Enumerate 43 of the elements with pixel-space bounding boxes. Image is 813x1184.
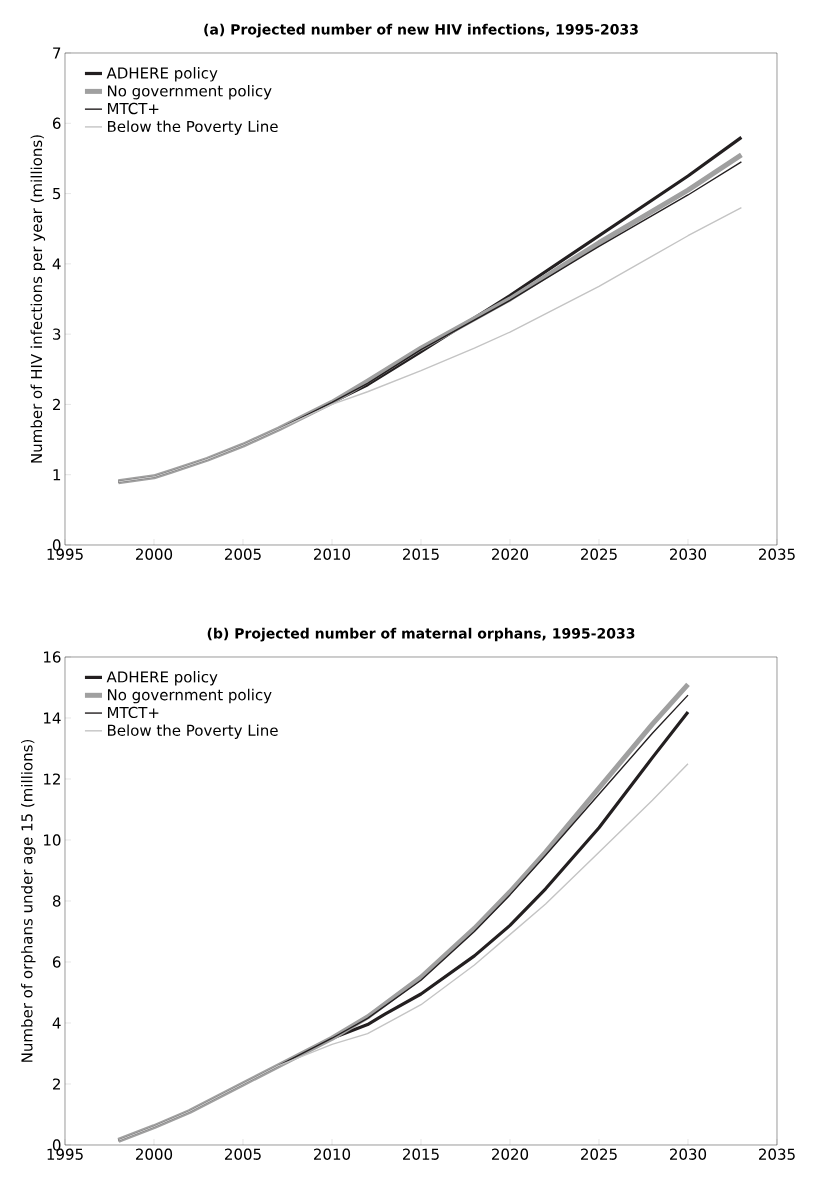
x-tick-label: 2005 (225, 548, 261, 560)
y-tick-label: 3 (53, 328, 61, 340)
y-tick-label: 14 (44, 712, 61, 724)
y-axis-title: Number of HIV infections per year (millions) (30, 135, 46, 463)
legend-label: ADHERE policy (106, 67, 218, 82)
legend-label: No government policy (107, 688, 272, 704)
x-tick-label: 2010 (314, 548, 351, 560)
legend-label: Below the Poverty Line (107, 724, 278, 739)
y-tick-label: 7 (53, 47, 61, 59)
x-tick-label: 2000 (136, 548, 173, 560)
y-tick-label: 6 (52, 956, 61, 968)
y-tick-label: 2 (53, 1078, 60, 1090)
y-tick-label: 5 (53, 188, 61, 200)
x-tick-label: 2025 (581, 548, 617, 560)
y-tick-label: 6 (52, 117, 61, 129)
y-tick-label: 1 (53, 469, 61, 481)
y-tick-label: 10 (44, 834, 61, 846)
x-tick-label: 2015 (403, 548, 439, 560)
y-tick-label: 12 (44, 773, 60, 785)
x-tick-label: 2030 (670, 1148, 707, 1160)
y-tick-label: 16 (44, 651, 61, 663)
legend-label: MTCT+ (107, 102, 159, 115)
x-tick-label: 2020 (492, 548, 529, 560)
y-tick-label: 2 (53, 398, 60, 410)
y-axis-title: Number of orphans under age 15 (millions) (21, 739, 36, 1062)
x-tick-label: 2020 (492, 1148, 529, 1160)
y-tick-label: 4 (52, 1017, 61, 1029)
x-tick-label: 2010 (314, 1148, 351, 1160)
x-tick-label: 2030 (670, 548, 707, 560)
legend-label: No government policy (107, 84, 272, 100)
y-tick-label: 4 (52, 258, 61, 270)
x-tick-label: 2035 (759, 548, 795, 560)
x-tick-label: 2005 (225, 1148, 261, 1160)
x-tick-label: 2035 (759, 1148, 795, 1160)
legend-label: ADHERE policy (106, 670, 218, 686)
y-tick-label: 8 (52, 895, 61, 907)
chart-title: (b) Projected number of maternal orphans, 1995-2033 (207, 627, 635, 642)
legend-label: MTCT+ (107, 706, 159, 719)
x-tick-label: 2025 (581, 1148, 617, 1160)
legend-label: Below the Poverty Line (107, 120, 278, 135)
x-tick-label: 2000 (136, 1148, 173, 1160)
x-tick-label: 2015 (403, 1148, 439, 1160)
chart-title: (a) Projected number of new HIV infections, 1995-2033 (204, 23, 638, 38)
